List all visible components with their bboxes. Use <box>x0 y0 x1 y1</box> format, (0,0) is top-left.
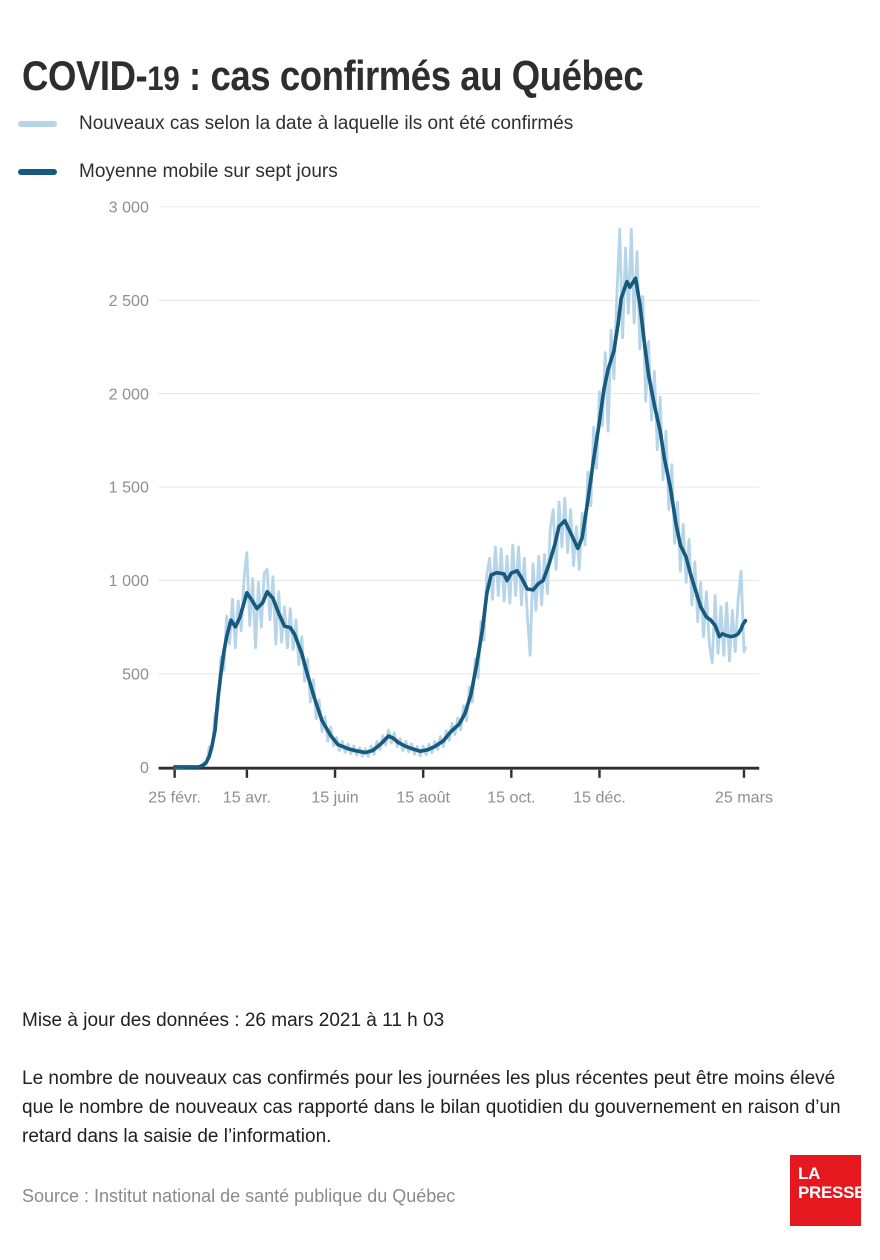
y-tick-label-500: 500 <box>122 666 149 684</box>
x-tick-label-15 déc.: 15 déc. <box>573 789 626 807</box>
data-updated-text: Mise à jour des données : 26 mars 2021 à… <box>22 1010 445 1031</box>
legend-item-average: Moyenne mobile sur sept jours <box>18 160 338 184</box>
page-title: COVID-19 : cas confirmés au Québec <box>22 52 644 100</box>
x-tick-label-15 oct.: 15 oct. <box>487 789 535 807</box>
daily-line-swatch <box>18 121 57 127</box>
la-presse-logo-box: LA PRESSE <box>790 1155 866 1226</box>
title-suffix: : cas confirmés au Québec <box>179 52 644 100</box>
legend-item-daily: Nouveaux cas selon la date à laquelle il… <box>18 112 573 136</box>
logo-line-1: LA <box>798 1164 821 1183</box>
methodology-note: Le nombre de nouveaux cas confirmés pour… <box>22 1068 841 1147</box>
y-tick-label-1000: 1 000 <box>109 572 149 590</box>
average-line-swatch <box>18 169 57 175</box>
y-tick-label-3000: 3 000 <box>109 199 149 217</box>
moving-average-line <box>172 276 748 769</box>
y-tick-label-0: 0 <box>140 759 149 777</box>
daily-cases-line <box>173 227 747 769</box>
la-presse-logo: LA PRESSE <box>790 1155 866 1226</box>
legend-label-average: Moyenne mobile sur sept jours <box>79 161 338 182</box>
title-prefix: COVID- <box>22 52 148 100</box>
x-tick-label-15 août: 15 août <box>396 789 450 807</box>
x-tick-label-25 mars: 25 mars <box>715 789 773 807</box>
y-tick-label-2500: 2 500 <box>109 292 149 310</box>
source-text: Source : Institut national de santé publ… <box>22 1186 456 1206</box>
x-tick-label-25 févr.: 25 févr. <box>148 789 201 807</box>
logo-line-2: PRESSE <box>798 1183 866 1202</box>
legend-label-daily: Nouveaux cas selon la date à laquelle il… <box>79 113 574 134</box>
title-number: 19 <box>147 60 180 99</box>
cases-chart: 500 1 000 1 500 2 000 2 500 3 000 0 25 févr. 15 … <box>109 199 773 807</box>
y-tick-label-1500: 1 500 <box>109 479 149 497</box>
y-tick-label-2000: 2 000 <box>109 385 149 403</box>
x-tick-label-15 juin: 15 juin <box>311 789 358 807</box>
x-tick-label-15 avr.: 15 avr. <box>223 789 271 807</box>
